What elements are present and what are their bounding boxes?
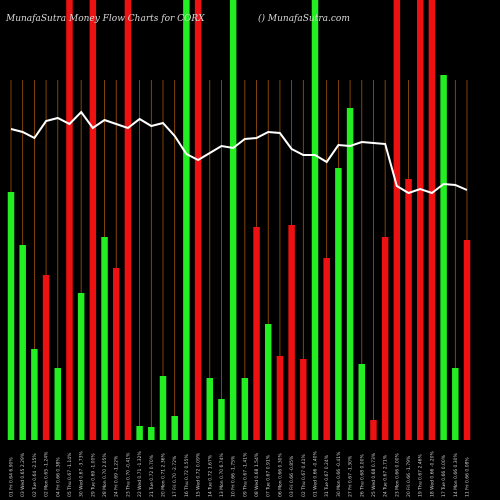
- inflow-bar: [31, 349, 38, 440]
- x-axis-label: 11 Fri 0.66 0.08%: [465, 457, 471, 497]
- outflow-bar: [463, 240, 471, 440]
- x-axis-label: 24 Fri 0.69 -1.22%: [114, 455, 120, 497]
- outflow-bar: [89, 0, 97, 440]
- inflow-bar: [136, 426, 143, 440]
- x-axis-label: 15 Wed 0.72 0.09%: [196, 452, 202, 497]
- x-axis-label: 24 Tue 0.67 2.71%: [383, 454, 389, 497]
- x-axis-label: 27 Fri 0.67 -1.30%: [348, 455, 354, 497]
- inflow-bar: [148, 427, 155, 440]
- inflow-bar: [241, 378, 249, 440]
- inflow-bar: [159, 376, 167, 440]
- x-axis-label: 17 Tue 0.66 0.00%: [441, 454, 447, 497]
- outflow-bar: [323, 258, 330, 440]
- site-watermark: () MunafaSutra.com: [258, 13, 350, 24]
- inflow-bar: [7, 192, 15, 440]
- x-axis-labels: 01 Fri 0.64 6.90% 03 Wed 0.65 2.29% 02 Tue…: [9, 451, 471, 497]
- x-axis-label: 14 Mon 0.66 0.30%: [453, 452, 459, 497]
- inflow-bar: [229, 0, 237, 440]
- inflow-bar: [346, 108, 354, 440]
- outflow-bar: [381, 237, 389, 440]
- x-axis-label: 22 Wed 0.71 -1.32%: [137, 451, 143, 497]
- price-line: [10, 110, 468, 195]
- inflow-bar: [206, 378, 214, 440]
- x-axis-label: 02 Tue 0.64 -2.15%: [32, 453, 38, 497]
- outflow-bar: [253, 227, 260, 440]
- x-axis-label: 16 Thu 0.72 0.55%: [184, 453, 190, 497]
- outflow-bar: [370, 420, 377, 440]
- x-axis-label: 30 Mon 0.66 -0.41%: [336, 451, 342, 497]
- outflow-bar: [416, 0, 424, 440]
- x-axis-label: 31 Tue 0.67 0.24%: [324, 454, 330, 497]
- inflow-bar: [452, 368, 459, 440]
- x-axis-label: 18 Wed 0.66 -0.20%: [429, 451, 435, 497]
- inflow-bar: [311, 0, 319, 440]
- outflow-bar: [276, 356, 284, 440]
- x-axis-label: 01 Fri 0.64 6.90%: [9, 457, 15, 497]
- x-axis-label: 23 Thu 0.70 -0.41%: [125, 452, 131, 497]
- inflow-bar: [335, 168, 342, 440]
- x-axis-label: 17 Fri 0.70 -2.72%: [172, 455, 178, 497]
- x-axis-label: 25 Wed 0.68 0.73%: [371, 452, 377, 497]
- x-axis-label: 20 Fri 0.66 -1.79%: [406, 455, 412, 497]
- inflow-bar: [440, 75, 447, 440]
- x-axis-label: 06 Mon 0.66 0.30%: [277, 452, 283, 497]
- inflow-bar: [171, 416, 178, 440]
- x-axis-label: 08 Wed 0.68 1.54%: [254, 452, 260, 497]
- outflow-bar: [393, 0, 401, 440]
- x-axis-label: 26 Thu 0.68 0.00%: [359, 453, 365, 497]
- outflow-bar: [428, 0, 436, 440]
- x-axis-label: 23 Mon 0.66 0.00%: [394, 452, 400, 497]
- inflow-bar: [218, 399, 225, 440]
- chart-title: MunafaSutra Money Flow Charts for CORX: [5, 14, 205, 24]
- inflow-bar: [183, 0, 190, 440]
- x-axis-label: 01 Wed 0.66 -0.40%: [313, 451, 319, 497]
- x-axis-label: 14 Tue 0.72 1.67%: [207, 454, 213, 497]
- inflow-bar: [19, 245, 26, 440]
- inflow-bar: [54, 368, 62, 440]
- x-axis-label: 02 Mon 0.65 -1.24%: [44, 451, 50, 497]
- outflow-bar: [66, 0, 73, 440]
- outflow-bar: [194, 0, 202, 440]
- outflow-bar: [300, 359, 307, 440]
- x-axis-label: 07 Tue 0.67 0.91%: [266, 454, 272, 497]
- inflow-bar: [101, 237, 108, 440]
- outflow-bar: [405, 179, 412, 440]
- x-axis-label: 20 Mon 0.71 2.36%: [161, 452, 167, 497]
- x-axis-label: 10 Fri 0.66 -1.75%: [231, 455, 237, 497]
- x-axis-label: 28 Mon 0.70 2.05%: [102, 452, 108, 497]
- money-flow-bars: [7, 0, 471, 440]
- x-axis-label: 05 Thu 0.67 -1.14%: [67, 452, 73, 497]
- x-axis-label: 29 Tue 0.69 -1.00%: [90, 453, 96, 497]
- x-axis-label: 09 Thu 0.67 -1.41%: [242, 452, 248, 497]
- x-axis-label: 13 Mon 0.70 6.74%: [219, 452, 225, 497]
- x-axis-label: 19 Thu 0.67 2.46%: [418, 453, 424, 497]
- x-axis-label: 30 Wed 0.67 -3.73%: [79, 451, 85, 497]
- inflow-bar: [358, 364, 366, 440]
- x-axis-label: 03 Fri 0.66 -0.85%: [289, 455, 295, 497]
- x-axis-label: 02 Thu 0.67 0.41%: [301, 453, 307, 497]
- outflow-bar: [288, 225, 295, 440]
- x-axis-label: 03 Wed 0.65 2.29%: [20, 452, 26, 497]
- outflow-bar: [42, 275, 50, 440]
- outflow-bar: [112, 268, 120, 440]
- x-axis-label: 04 Fri 0.66 0.38%: [55, 457, 61, 497]
- inflow-bar: [264, 324, 272, 440]
- outflow-bar: [124, 0, 132, 440]
- inflow-bar: [77, 293, 85, 440]
- x-axis-label: 21 Tue 0.72 0.70%: [149, 454, 155, 497]
